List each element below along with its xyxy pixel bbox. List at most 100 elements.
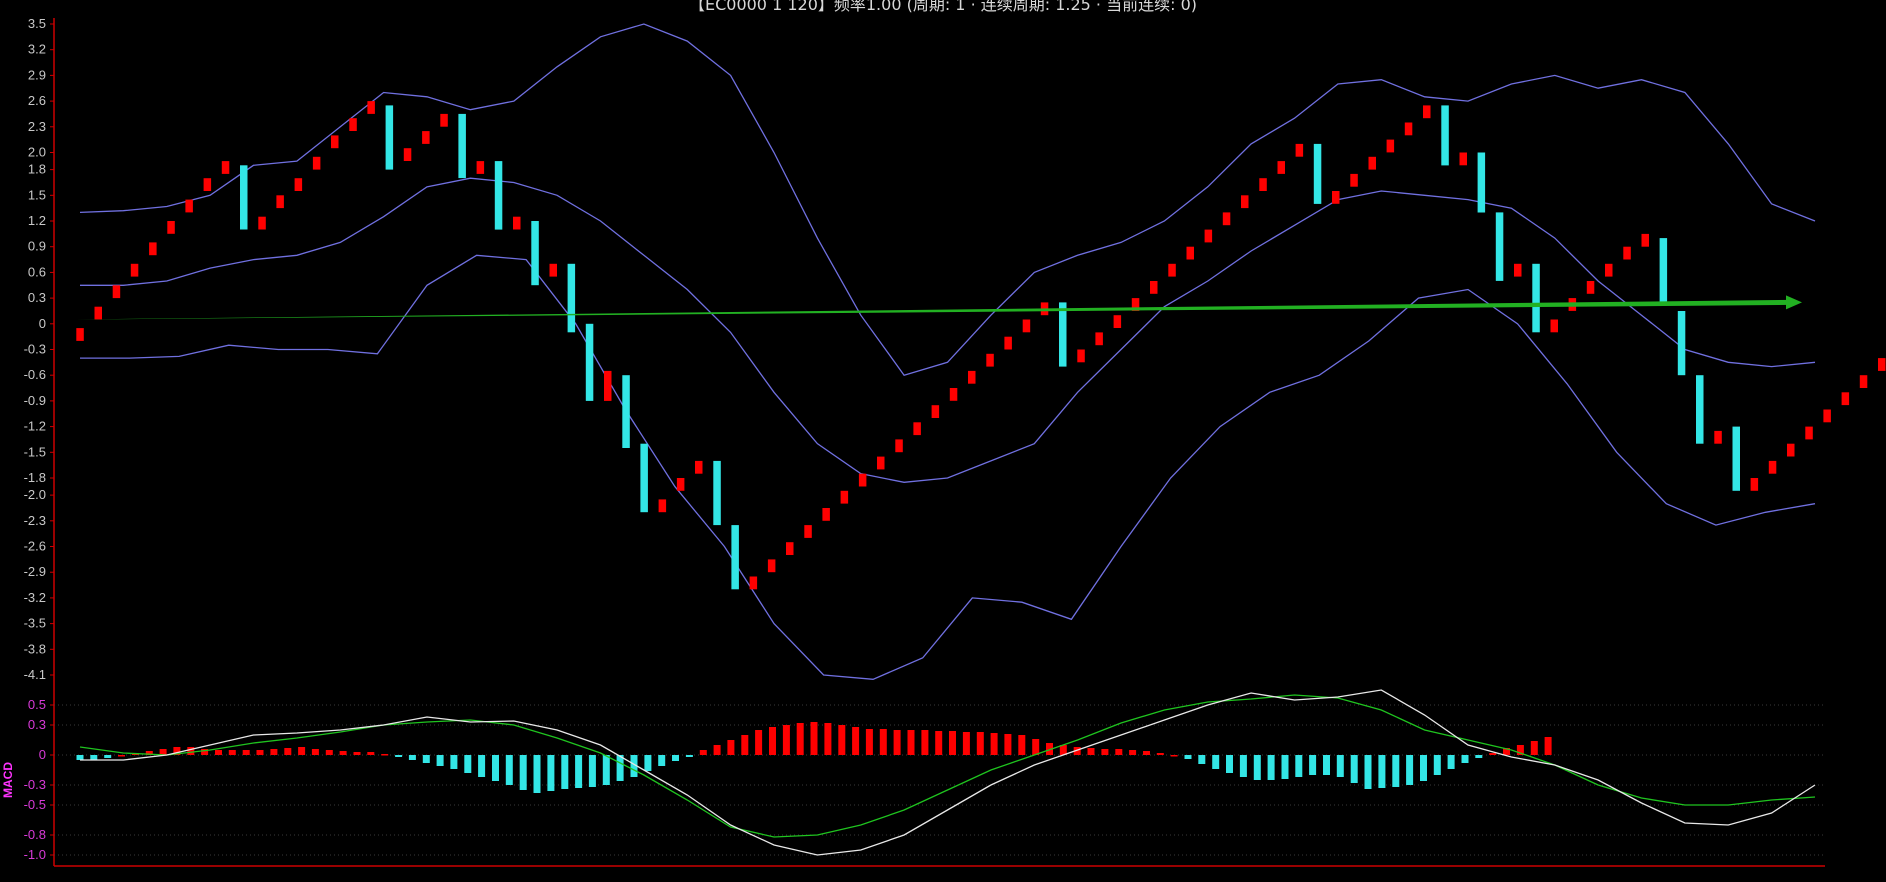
macd-hist-positive-bar: [1516, 745, 1524, 755]
macd-hist-positive-bar: [907, 730, 915, 755]
renko-up-brick: [149, 242, 157, 256]
renko-up-brick: [1022, 319, 1031, 333]
macd-hist-positive-bar: [1004, 734, 1012, 755]
renko-up-brick: [658, 499, 667, 513]
renko-up-brick: [203, 178, 212, 191]
renko-up-brick: [931, 405, 940, 418]
renko-down-brick: [1696, 375, 1704, 444]
macd-hist-positive-bar: [699, 750, 707, 755]
renko-up-brick: [804, 525, 812, 538]
renko-up-brick: [130, 263, 139, 277]
macd-hist-positive-bar: [921, 730, 929, 755]
renko-up-brick: [1350, 173, 1358, 187]
chart-title: 【EC0000 1 120】频率1.00 (周期: 1 · 连续周期: 1.25…: [688, 0, 1198, 14]
macd-hist-positive-bar: [893, 730, 901, 755]
macd-hist-negative-bar: [90, 755, 98, 760]
macd-tick-label: -0.5: [24, 797, 46, 812]
macd-hist-positive-bar: [755, 730, 763, 755]
renko-up-brick: [949, 388, 958, 401]
macd-hist-negative-bar: [408, 755, 416, 760]
renko-up-brick: [1095, 332, 1103, 346]
band-lower-line: [80, 254, 1816, 680]
macd-hist-positive-bar: [962, 732, 970, 755]
macd-tick-label: -1.0: [24, 847, 46, 862]
renko-up-brick: [1878, 358, 1886, 371]
renko-up-brick: [294, 178, 303, 191]
price-tick-label: 2.0: [28, 144, 46, 159]
price-tick-label: -0.3: [24, 342, 46, 357]
renko-down-brick: [1677, 311, 1686, 376]
renko-down-brick: [1477, 152, 1486, 213]
price-tick-label: -3.2: [24, 590, 46, 605]
macd-hist-negative-bar: [588, 755, 596, 787]
macd-hist-negative-bar: [1281, 755, 1289, 779]
renko-up-brick: [276, 195, 284, 209]
price-tick-label: 1.2: [28, 213, 46, 228]
macd-hist-negative-bar: [1350, 755, 1358, 783]
renko-up-brick: [403, 148, 412, 161]
macd-hist-positive-bar: [865, 729, 873, 755]
price-tick-label: -1.8: [24, 470, 46, 485]
macd-hist-positive-bar: [1046, 743, 1053, 755]
renko-up-brick: [76, 328, 84, 341]
renko-up-brick: [1277, 161, 1285, 174]
renko-down-brick: [567, 263, 576, 333]
renko-down-brick: [1495, 212, 1504, 281]
macd-hist-negative-bar: [644, 755, 652, 771]
macd-hist-negative-bar: [1406, 755, 1414, 785]
renko-up-brick: [1332, 191, 1340, 204]
renko-up-brick: [1386, 139, 1395, 153]
macd-hist-positive-bar: [381, 754, 389, 756]
macd-hist-positive-bar: [325, 750, 333, 755]
renko-down-brick: [622, 375, 630, 448]
macd-hist-positive-bar: [1032, 739, 1040, 755]
renko-up-brick: [1168, 263, 1176, 277]
price-tick-label: -0.6: [24, 367, 46, 382]
renko-up-brick: [167, 221, 175, 234]
renko-up-brick: [1586, 281, 1595, 294]
macd-tick-label: -0.3: [24, 777, 46, 792]
renko-up-brick: [1131, 298, 1140, 311]
macd-hist-negative-bar: [1392, 755, 1400, 787]
renko-up-brick: [604, 370, 612, 401]
renko-up-brick: [1623, 246, 1631, 260]
renko-up-brick: [112, 285, 121, 299]
macd-hist-positive-bar: [284, 748, 292, 755]
renko-down-brick: [385, 105, 394, 170]
macd-hist-negative-bar: [1336, 755, 1344, 777]
renko-up-brick: [312, 156, 321, 170]
macd-hist-positive-bar: [990, 733, 998, 755]
price-tick-label: -3.8: [24, 641, 46, 656]
macd-hist-negative-bar: [450, 755, 458, 769]
renko-down-brick: [640, 443, 648, 513]
trend-arrow-line: [75, 299, 1790, 320]
renko-down-brick: [1732, 426, 1740, 491]
macd-panel-label: MACD: [1, 762, 15, 798]
renko-up-brick: [549, 263, 557, 277]
price-tick-label: 2.6: [28, 93, 46, 108]
macd-hist-positive-bar: [1059, 745, 1067, 755]
macd-hist-negative-bar: [1309, 755, 1317, 775]
macd-hist-positive-bar: [1143, 751, 1150, 755]
macd-hist-negative-bar: [1295, 755, 1303, 777]
renko-up-brick: [349, 118, 357, 131]
macd-hist-positive-bar: [852, 727, 860, 755]
renko-up-brick: [858, 473, 867, 487]
macd-hist-positive-bar: [1156, 753, 1164, 755]
macd-hist-negative-bar: [630, 755, 638, 777]
renko-up-brick: [895, 439, 903, 453]
macd-hist-positive-bar: [215, 750, 222, 755]
macd-hist-negative-bar: [395, 755, 403, 757]
macd-hist-positive-bar: [311, 749, 319, 755]
macd-hist-negative-bar: [672, 755, 679, 761]
macd-hist-positive-bar: [976, 732, 984, 755]
renko-up-brick: [676, 478, 685, 491]
macd-hist-negative-bar: [658, 755, 666, 766]
macd-hist-negative-bar: [1184, 755, 1192, 759]
macd-hist-negative-bar: [1198, 755, 1206, 764]
macd-hist-positive-bar: [173, 747, 181, 755]
macd-hist-positive-bar: [145, 751, 153, 755]
macd-hist-negative-bar: [492, 755, 499, 781]
renko-down-brick: [731, 525, 739, 590]
